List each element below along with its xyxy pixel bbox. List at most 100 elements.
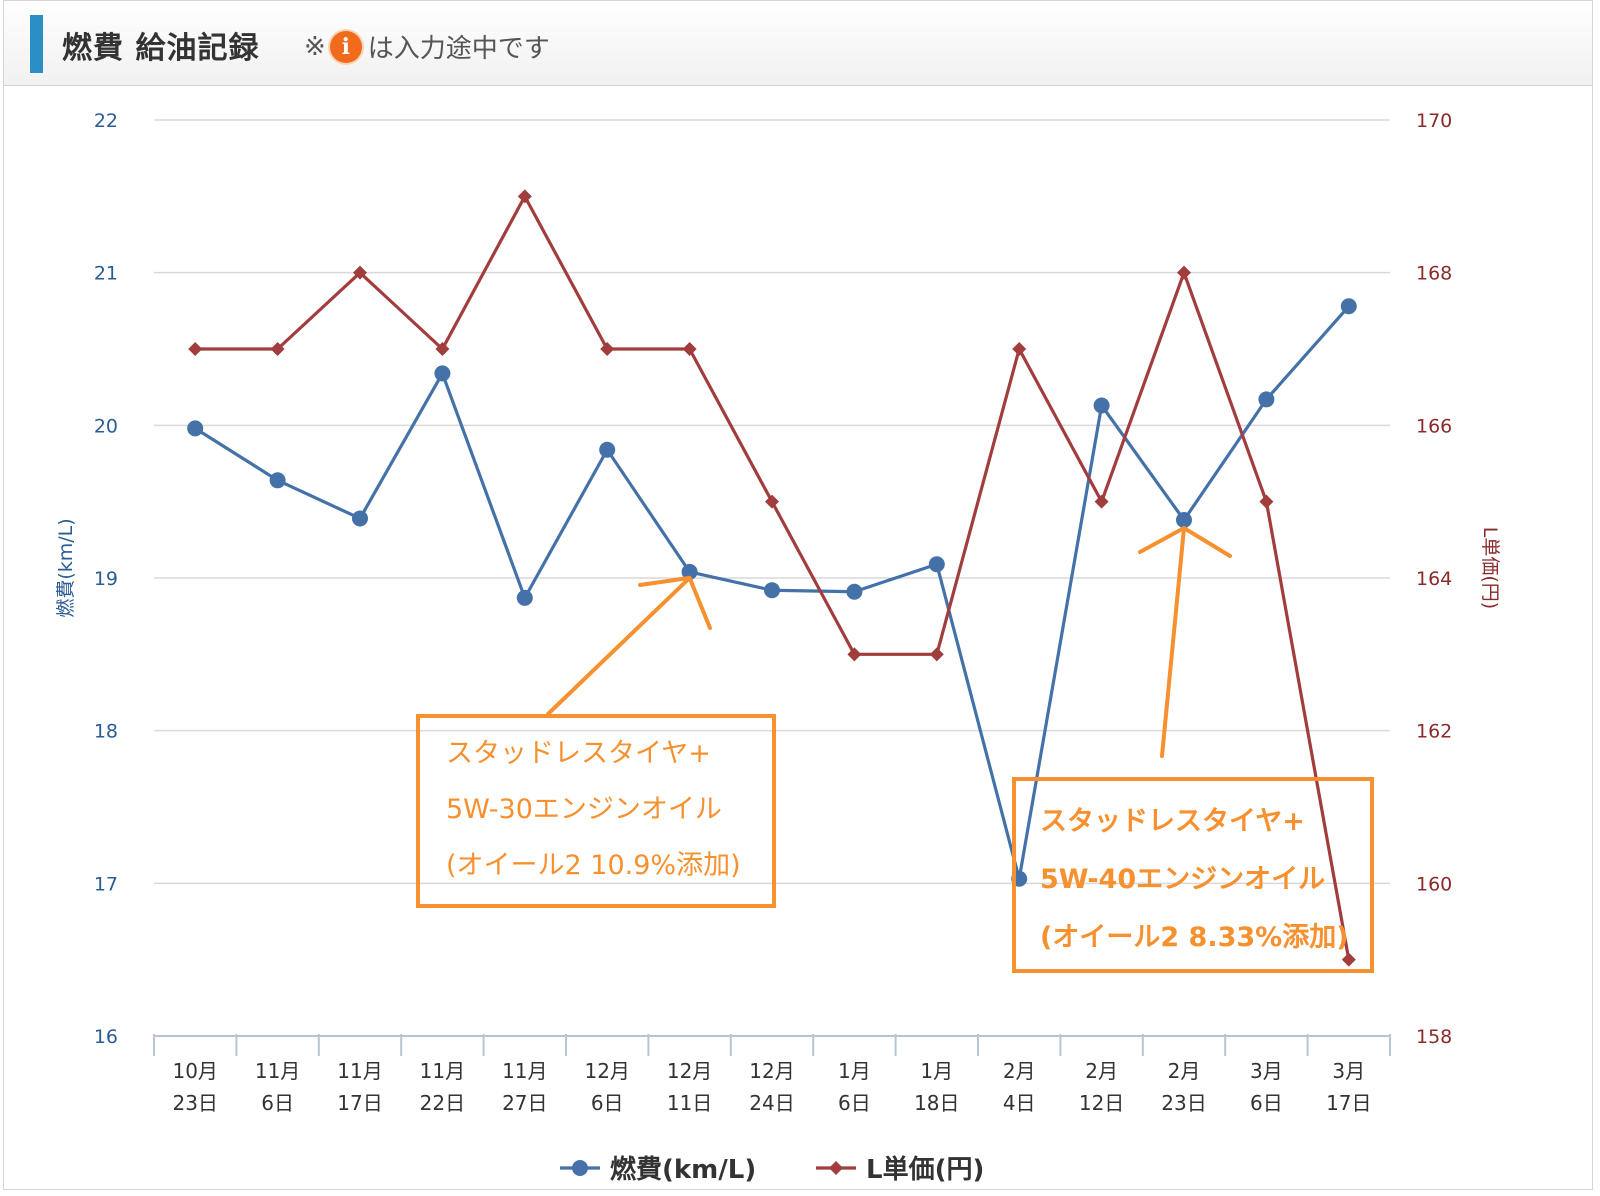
data-point-fuel: [352, 510, 368, 527]
y-left-tick-label: 20: [94, 415, 118, 437]
data-point-price: [188, 342, 203, 356]
x-tick-label-day: 23日: [1161, 1091, 1206, 1115]
data-point-price: [1094, 494, 1109, 509]
y-right-tick-label: 158: [1416, 1026, 1452, 1048]
x-tick-label-month: 11月: [337, 1059, 382, 1083]
x-tick-label-month: 2月: [1168, 1059, 1201, 1083]
data-point-fuel: [681, 563, 698, 580]
annotation-text: スタッドレスタイヤ+: [446, 738, 711, 769]
data-point-price: [517, 189, 532, 204]
note-prefix: ※: [304, 31, 326, 62]
annotation-box: [416, 714, 776, 908]
data-point-fuel: [1258, 391, 1275, 408]
data-point-fuel: [1340, 298, 1357, 315]
annotation-text: 5W-30エンジンオイル: [446, 794, 722, 825]
x-tick-label-month: 2月: [1085, 1059, 1118, 1083]
legend-item-label: 燃費(km/L): [610, 1155, 756, 1185]
y-left-tick-label: 19: [94, 568, 118, 590]
x-tick-label-day: 6日: [261, 1091, 294, 1115]
legend-marker-diamond: [829, 1161, 843, 1175]
x-tick-label-month: 3月: [1250, 1059, 1283, 1083]
page-title: 燃費 給油記録: [62, 31, 260, 66]
x-tick-label-day: 4日: [1003, 1091, 1036, 1115]
data-point-price: [847, 647, 862, 662]
x-tick-label-month: 11月: [502, 1059, 547, 1083]
x-tick-label-day: 6日: [591, 1091, 624, 1115]
data-point-price: [600, 342, 615, 356]
data-point-fuel: [434, 365, 451, 382]
x-tick-label-day: 6日: [1250, 1091, 1283, 1115]
annotation-arrow: [546, 575, 692, 716]
x-tick-label-month: 1月: [920, 1059, 953, 1083]
panel-header: 燃費 給油記録 ※ i は入力途中です: [4, 1, 1592, 86]
y-right-tick-label: 160: [1416, 873, 1452, 895]
data-point-price: [435, 342, 450, 356]
x-tick-label-month: 2月: [1003, 1059, 1036, 1083]
x-tick-label-month: 10月: [172, 1059, 217, 1083]
y-right-tick-label: 162: [1416, 721, 1452, 743]
y-right-tick-label: 166: [1416, 415, 1452, 437]
annotations: スタッドレスタイヤ+ 5W-30エンジンオイル (オイール2 10.9%添加) スタッ…: [416, 525, 1374, 973]
x-tick-label-day: 12日: [1079, 1091, 1124, 1115]
y-left-tick-label: 21: [94, 263, 118, 285]
y-right-axis-title: L単価(円): [1479, 527, 1501, 609]
x-tick-label-day: 11日: [667, 1091, 712, 1115]
data-point-fuel: [928, 556, 945, 573]
annotation-text: (オイール2 8.33%添加): [1040, 922, 1349, 953]
data-point-price: [353, 265, 367, 280]
data-point-fuel: [764, 582, 780, 599]
x-tick-label-month: 12月: [584, 1059, 629, 1083]
data-point-price: [1259, 494, 1274, 509]
annotation-arrowhead: [1138, 525, 1232, 558]
x-tick-label-day: 18日: [914, 1091, 959, 1115]
x-tick-label-month: 12月: [667, 1059, 712, 1083]
annotation-text: (オイール2 10.9%添加): [446, 850, 741, 881]
data-point-price: [1341, 952, 1356, 967]
data-point-price: [270, 342, 285, 356]
x-tick-label-day: 17日: [337, 1091, 382, 1115]
y-right-tick-label: 170: [1416, 110, 1452, 132]
legend[interactable]: 燃費(km/L) L単価(円): [560, 1155, 984, 1185]
annotation-text: スタッドレスタイヤ+: [1040, 806, 1305, 837]
x-tick-label-month: 3月: [1332, 1059, 1365, 1083]
x-tick-label-day: 23日: [172, 1091, 217, 1115]
info-icon: i: [329, 30, 362, 63]
x-tick-label-month: 11月: [255, 1059, 300, 1083]
data-point-fuel: [599, 441, 616, 458]
x-tick-label-day: 22日: [420, 1091, 465, 1115]
y-left-tick-label: 16: [94, 1026, 118, 1048]
input-in-progress-note: ※ i は入力途中です: [304, 28, 550, 65]
data-point-fuel: [187, 420, 204, 437]
y-right-tick-label: 164: [1416, 568, 1452, 590]
y-left-axis-title: 燃費(km/L): [55, 518, 77, 617]
data-point-price: [765, 494, 779, 509]
header-accent-bar: [30, 15, 43, 73]
data-point-fuel: [846, 583, 863, 600]
series-layer: [187, 189, 1357, 967]
data-point-fuel: [1093, 397, 1110, 414]
chart-panel: 燃費 給油記録 ※ i は入力途中です: [3, 0, 1593, 1190]
data-point-fuel: [516, 589, 533, 606]
note-text: は入力途中です: [367, 34, 550, 64]
y-left-tick-label: 22: [94, 110, 118, 132]
annotation-text: 5W-40エンジンオイル: [1040, 864, 1325, 895]
data-point-price: [682, 342, 697, 356]
x-tick-label-month: 1月: [838, 1059, 871, 1083]
axes: 16 17 18 19 20 21 22 158 160 162 164 166 168 170 10月 23…: [94, 110, 1452, 1115]
data-point-price: [1012, 342, 1027, 356]
y-left-tick-label: 18: [94, 721, 118, 743]
data-point-fuel: [1176, 511, 1192, 528]
annotation-box: [1012, 777, 1374, 973]
legend-marker-circle: [572, 1160, 588, 1176]
data-point-price: [1177, 265, 1191, 280]
annotation-arrow: [1160, 525, 1186, 758]
legend-item-label: L単価(円): [866, 1155, 984, 1185]
data-point-price: [929, 647, 944, 662]
y-right-tick-label: 168: [1416, 263, 1452, 285]
annotation-arrowhead: [638, 575, 712, 630]
x-tick-label-day: 17日: [1326, 1091, 1371, 1115]
data-point-fuel: [269, 472, 286, 489]
y-left-tick-label: 17: [94, 873, 118, 895]
x-tick-label-day: 6日: [838, 1091, 871, 1115]
